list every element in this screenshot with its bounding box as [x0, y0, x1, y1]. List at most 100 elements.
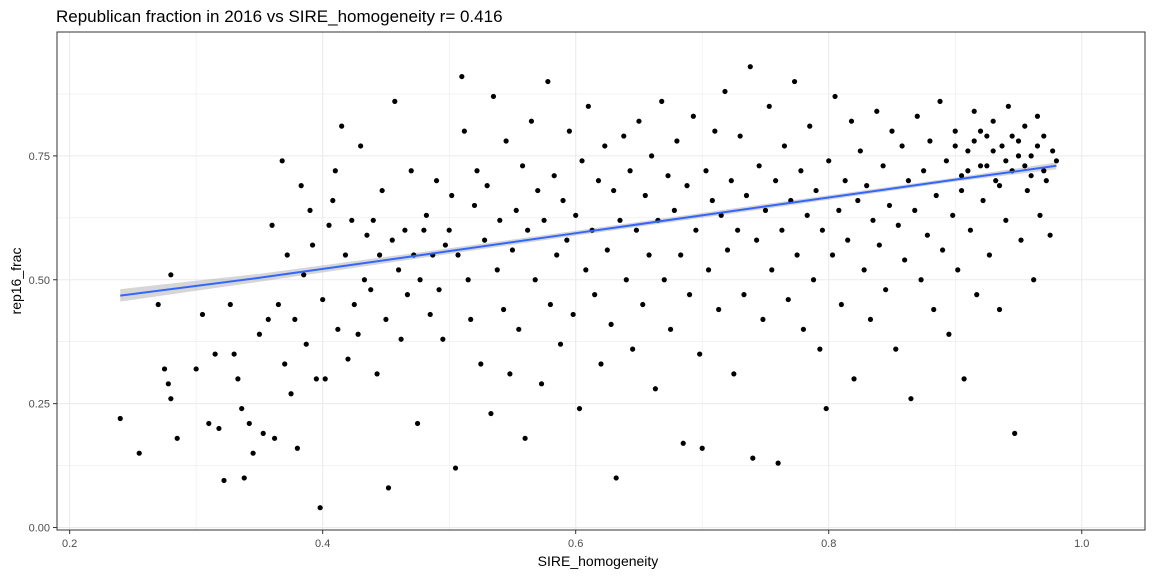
data-point: [436, 287, 442, 293]
data-point: [608, 321, 614, 327]
data-point: [459, 73, 465, 80]
data-point: [864, 183, 870, 189]
data-point: [402, 227, 408, 233]
data-point: [576, 405, 583, 412]
data-point: [1028, 153, 1034, 159]
data-point: [265, 316, 271, 323]
data-point: [1047, 232, 1053, 238]
data-point: [912, 207, 918, 213]
data-point: [902, 257, 908, 263]
data-point: [697, 351, 703, 357]
data-point: [1024, 187, 1030, 194]
data-point: [423, 212, 430, 218]
data-point: [636, 118, 642, 124]
data-point: [705, 267, 712, 273]
data-point: [851, 376, 857, 382]
data-point: [965, 168, 971, 174]
data-points-layer: [117, 64, 1060, 511]
data-point: [545, 78, 551, 85]
data-point: [955, 267, 961, 273]
data-point: [931, 306, 937, 313]
x-tick-label: 0.2: [62, 538, 77, 550]
data-point: [867, 316, 874, 323]
data-point: [395, 267, 402, 273]
data-point: [583, 267, 589, 273]
data-point: [750, 455, 756, 461]
data-point: [342, 252, 349, 258]
data-point: [461, 128, 467, 134]
data-point: [161, 366, 168, 372]
data-point: [678, 252, 684, 258]
data-point: [368, 287, 374, 293]
data-point: [301, 272, 307, 278]
data-point: [592, 292, 598, 298]
data-point: [630, 346, 636, 352]
data-point: [585, 103, 591, 109]
x-tick-label: 0.8: [821, 538, 836, 550]
x-tick-label: 0.4: [315, 538, 330, 550]
data-point: [455, 252, 461, 258]
y-tick-label: 0.75: [29, 151, 50, 163]
y-tick-label: 0.00: [29, 523, 50, 535]
data-point: [838, 301, 844, 308]
data-point: [693, 227, 699, 233]
data-point: [260, 430, 266, 436]
data-point: [322, 376, 328, 382]
data-point: [652, 386, 659, 392]
data-point: [716, 306, 722, 313]
data-point: [1015, 153, 1022, 159]
data-point: [775, 460, 781, 466]
data-point: [996, 306, 1003, 313]
data-point: [392, 98, 398, 104]
data-point: [361, 277, 368, 283]
data-point: [690, 113, 696, 119]
data-point: [494, 267, 500, 273]
data-point: [503, 138, 509, 144]
data-point: [769, 267, 775, 273]
data-point: [507, 371, 513, 377]
data-point: [623, 277, 629, 283]
data-point: [781, 143, 788, 149]
data-point: [602, 143, 608, 149]
data-point: [433, 178, 440, 184]
data-point: [528, 118, 535, 124]
data-point: [199, 311, 206, 318]
data-point: [279, 158, 285, 164]
data-point: [256, 331, 263, 337]
data-point: [446, 227, 452, 233]
data-point: [680, 440, 686, 446]
data-point: [686, 292, 693, 298]
data-point: [554, 252, 560, 258]
data-point: [798, 168, 804, 174]
data-point: [908, 396, 914, 402]
data-point: [284, 252, 290, 258]
data-point: [377, 252, 383, 258]
data-point: [667, 326, 674, 332]
data-point: [206, 420, 212, 427]
data-point: [525, 227, 531, 233]
data-point: [570, 311, 576, 318]
data-point: [440, 336, 446, 342]
data-point: [1028, 173, 1034, 179]
data-point: [874, 108, 880, 114]
data-point: [921, 168, 927, 174]
data-point: [1034, 113, 1041, 119]
data-point: [379, 187, 385, 194]
data-point: [335, 326, 341, 332]
data-point: [364, 232, 370, 238]
data-point: [241, 475, 247, 481]
data-point: [1050, 148, 1056, 154]
data-point: [604, 247, 610, 253]
data-point: [449, 192, 455, 199]
data-point: [836, 207, 842, 213]
data-point: [579, 158, 585, 164]
data-point: [984, 163, 990, 169]
data-point: [876, 242, 882, 248]
data-point: [842, 178, 848, 184]
data-point: [221, 477, 227, 484]
data-point: [958, 173, 965, 179]
data-point: [1012, 430, 1018, 436]
y-axis-title: rep16_frac: [8, 248, 24, 315]
data-point: [772, 178, 779, 184]
data-point: [895, 222, 901, 228]
